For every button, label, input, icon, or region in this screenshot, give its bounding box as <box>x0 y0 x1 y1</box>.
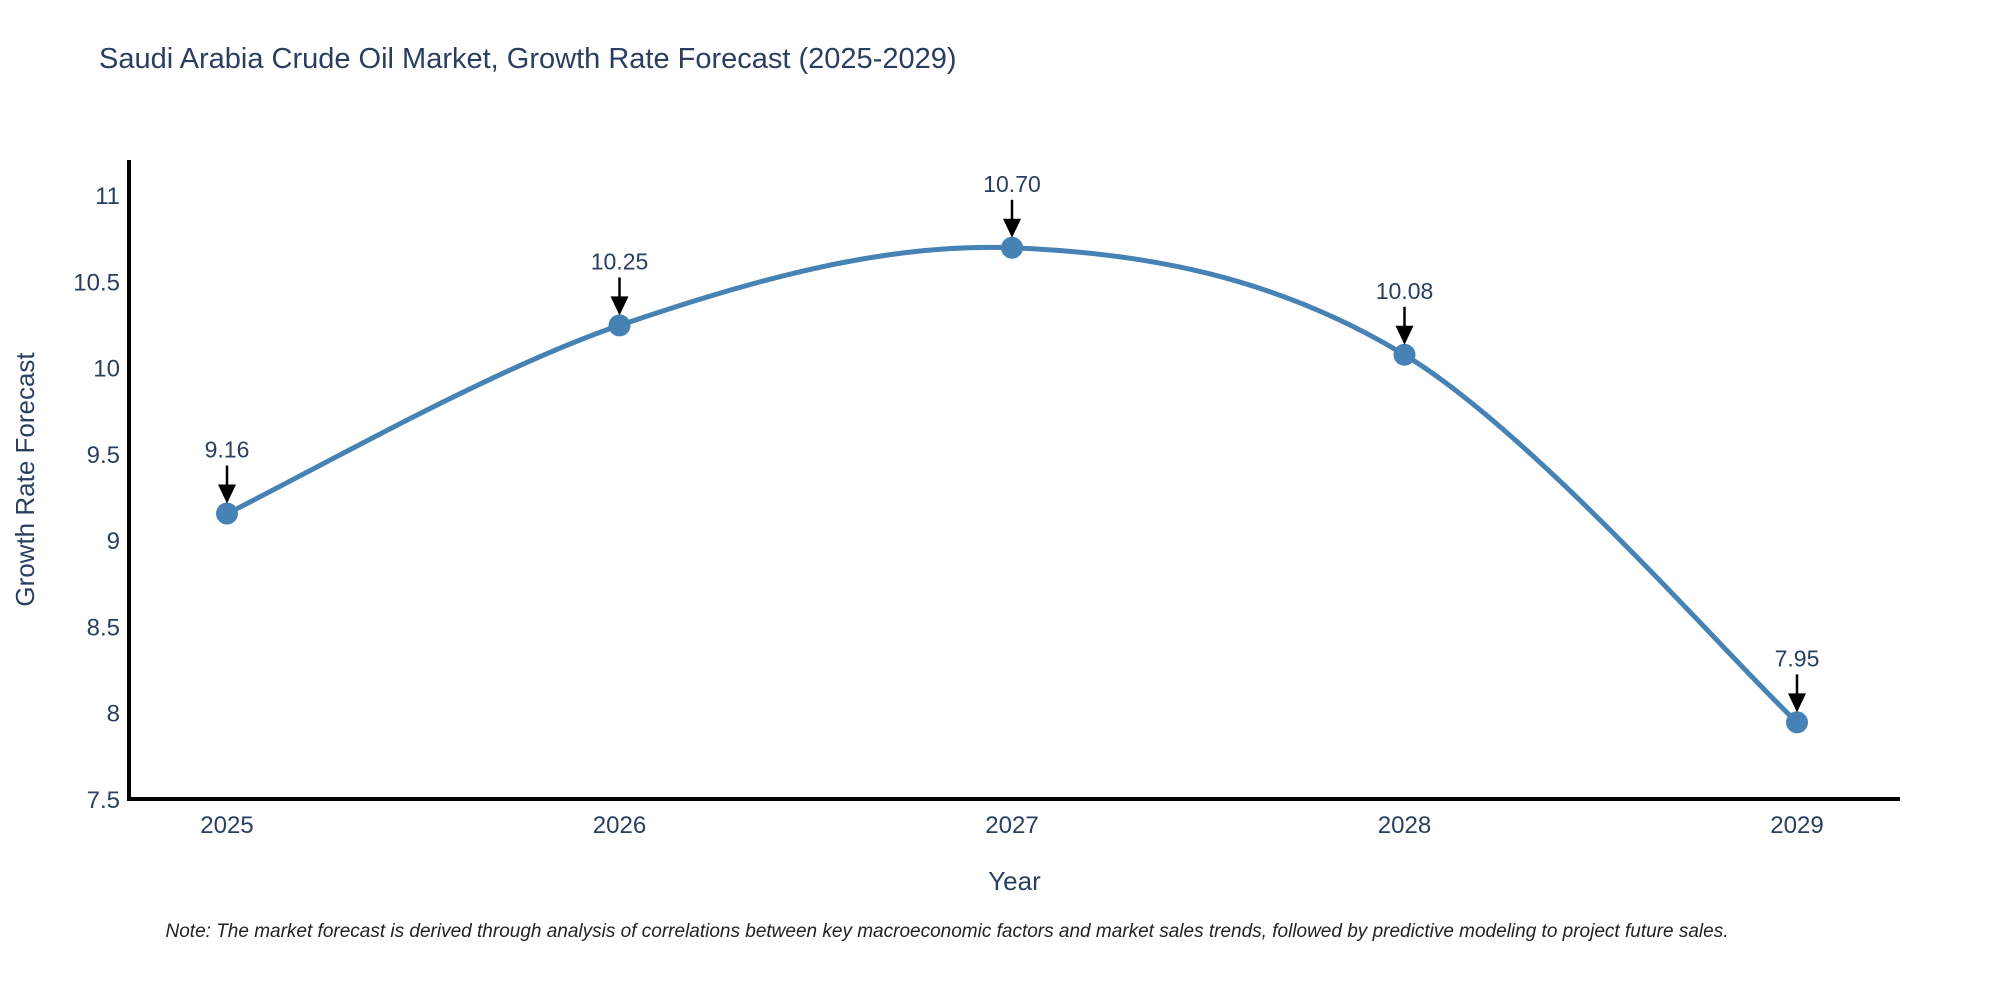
x-tick-label: 2029 <box>1770 812 1823 839</box>
annotation-arrowhead <box>1395 325 1414 345</box>
y-tick-label: 7.5 <box>87 787 120 814</box>
x-tick-label: 2028 <box>1378 812 1431 839</box>
y-tick-label: 10.5 <box>73 269 120 296</box>
data-point-value-label: 9.16 <box>205 437 250 463</box>
data-point-value-label: 10.08 <box>1376 278 1434 304</box>
x-tick-label: 2027 <box>985 812 1038 839</box>
data-point-marker[interactable] <box>1001 236 1023 259</box>
y-axis-title: Growth Rate Forecast <box>10 352 40 607</box>
annotation-arrowhead <box>1788 693 1806 713</box>
data-point-marker[interactable] <box>1393 343 1416 366</box>
annotation-arrowhead <box>1003 218 1021 238</box>
data-point-value-label: 10.70 <box>983 171 1041 197</box>
x-tick-label: 2025 <box>200 812 253 839</box>
annotation-arrowhead <box>610 296 629 316</box>
y-tick-label: 9.5 <box>87 442 120 469</box>
data-point-marker[interactable] <box>608 314 631 337</box>
data-point-value-label: 7.95 <box>1775 645 1820 671</box>
y-tick-label: 8.5 <box>87 614 120 641</box>
x-tick-label: 2026 <box>593 812 646 839</box>
annotation-arrowhead <box>218 484 236 504</box>
y-tick-label: 9 <box>107 528 120 555</box>
x-axis-title: Year <box>988 866 1041 896</box>
data-point-value-label: 10.25 <box>591 248 649 274</box>
y-tick-label: 8 <box>107 701 120 728</box>
data-point-marker[interactable] <box>216 502 238 525</box>
footnote-text: Note: The market forecast is derived thr… <box>165 921 1729 942</box>
forecast-line <box>224 244 1800 725</box>
data-point-marker[interactable] <box>1786 711 1808 734</box>
chart-title: Saudi Arabia Crude Oil Market, Growth Ra… <box>99 43 957 75</box>
y-tick-label: 11 <box>95 183 120 210</box>
y-tick-label: 10 <box>93 356 120 383</box>
